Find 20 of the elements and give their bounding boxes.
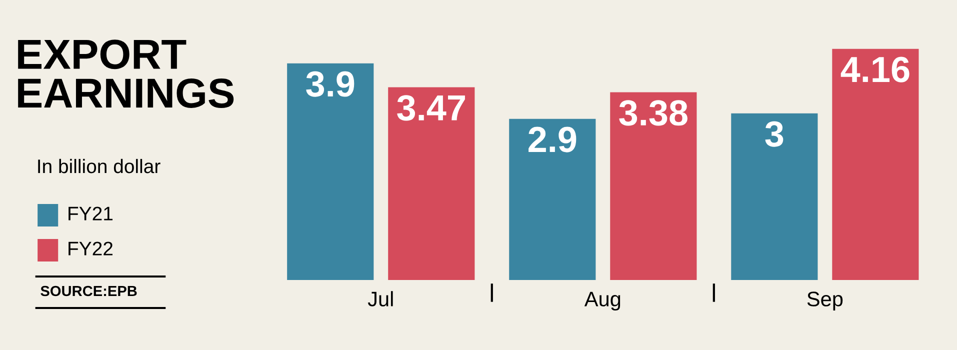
x-tick-label: Aug	[584, 292, 620, 311]
data-label: 3	[765, 121, 784, 147]
bar	[832, 48, 919, 280]
chart-title: EXPORT EARNINGS	[18, 40, 234, 108]
data-label: 3.47	[397, 95, 465, 121]
data-label: 4.16	[840, 56, 910, 82]
legend-label: FY21	[68, 206, 113, 220]
bar	[388, 87, 475, 280]
source-note: SOURCE:EPB	[40, 286, 137, 296]
bar	[287, 63, 374, 280]
text: In billion dollar	[38, 158, 160, 174]
bar	[731, 113, 818, 280]
x-tick-label: Sep	[807, 292, 843, 311]
data-label: 3.38	[619, 100, 688, 126]
data-label: 2.9	[528, 126, 576, 152]
data-label: 3.9	[306, 71, 354, 97]
bar	[509, 118, 596, 280]
x-tick-label: Jul	[368, 291, 393, 306]
legend-label: FY22	[68, 242, 112, 256]
bar	[610, 92, 697, 280]
